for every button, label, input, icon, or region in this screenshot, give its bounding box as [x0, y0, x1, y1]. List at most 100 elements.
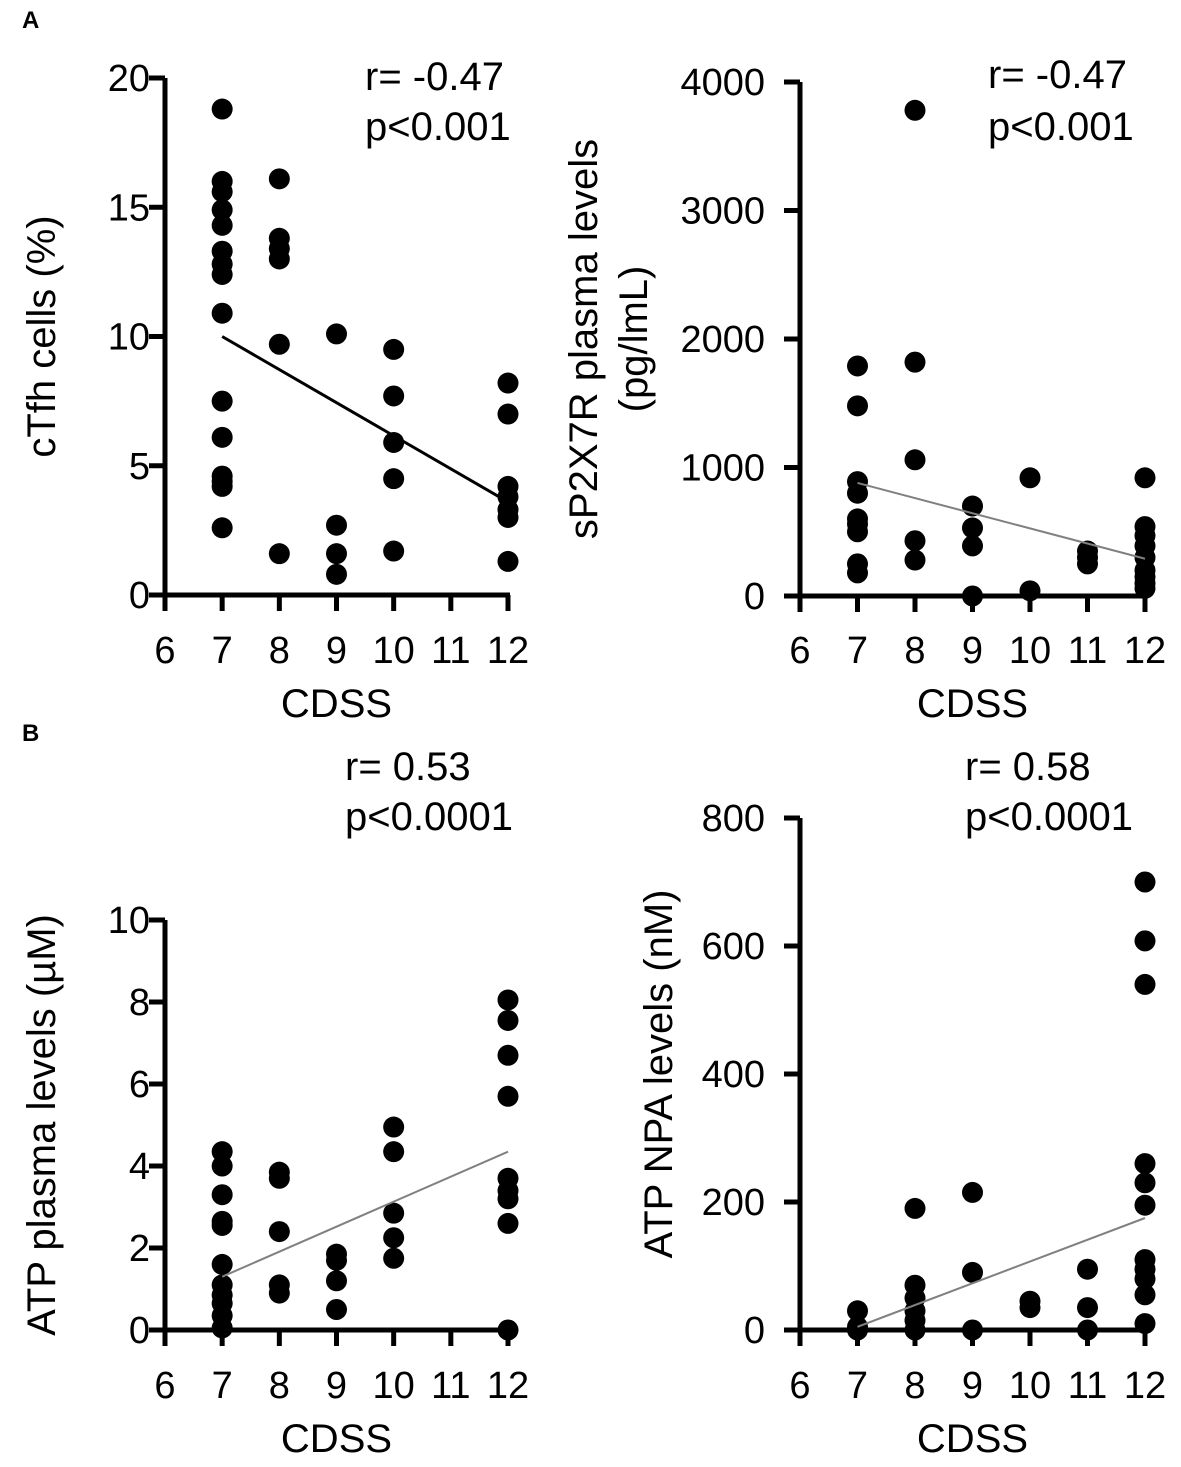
data-point — [268, 543, 290, 565]
x-tick-label: 6 — [789, 1365, 810, 1407]
x-tick-label: 11 — [431, 1365, 470, 1407]
data-point — [1134, 1268, 1156, 1290]
data-point — [326, 1249, 347, 1271]
x-axis-label: CDSS — [281, 682, 392, 726]
y-tick-label: 15 — [108, 187, 150, 229]
data-point — [847, 521, 868, 543]
x-tick-label: 6 — [154, 630, 175, 672]
data-point — [497, 1044, 519, 1066]
data-point — [383, 1141, 405, 1163]
data-point — [847, 562, 868, 584]
p-value: p<0.0001 — [345, 795, 513, 839]
data-point — [326, 1270, 347, 1292]
y-tick-label: 4 — [129, 1146, 150, 1188]
regression-line — [857, 481, 1146, 560]
regression-line — [221, 335, 509, 504]
x-tick-label: 12 — [1124, 1365, 1166, 1407]
data-point — [211, 98, 233, 120]
data-point — [847, 395, 868, 417]
x-tick-label: 9 — [962, 630, 983, 672]
data-point — [1134, 871, 1156, 893]
data-point — [383, 385, 405, 407]
data-point — [1134, 1313, 1156, 1335]
data-point — [211, 1214, 233, 1236]
y-tick-label: 0 — [744, 1310, 765, 1352]
regression-line — [221, 1150, 509, 1278]
data-point — [1077, 1297, 1098, 1319]
data-point — [904, 1319, 926, 1341]
data-point — [497, 403, 519, 425]
data-point — [962, 1261, 983, 1283]
data-point — [326, 1299, 347, 1320]
x-tick-label: 9 — [962, 1365, 983, 1407]
data-point — [962, 1319, 983, 1341]
x-tick-label: 6 — [789, 630, 810, 672]
x-tick-label: 12 — [1124, 630, 1166, 672]
data-point — [268, 1221, 290, 1243]
data-point — [497, 372, 519, 394]
correlation-r: r= 0.58 — [965, 745, 1091, 789]
data-point — [268, 248, 290, 270]
data-point — [326, 323, 347, 345]
data-point — [1134, 577, 1156, 599]
data-point — [1077, 1319, 1098, 1341]
x-tick-label: 7 — [847, 630, 868, 672]
data-point — [326, 543, 347, 565]
data-point — [497, 1188, 519, 1210]
y-tick-label: 0 — [744, 576, 765, 618]
p-value: p<0.0001 — [965, 795, 1133, 839]
data-point — [383, 1247, 405, 1269]
y-axis-label: cTfh cells (%) — [20, 215, 64, 457]
data-point — [904, 1197, 926, 1219]
x-tick-label: 7 — [847, 1365, 868, 1407]
data-point — [383, 1227, 405, 1249]
panel-label-a: A — [22, 7, 39, 34]
x-tick-label: 8 — [904, 1365, 925, 1407]
y-tick-label: 6 — [129, 1064, 150, 1106]
y-tick-label: 400 — [702, 1054, 765, 1096]
scatter-panel-1: 0 5 10 15 20 6 7 8 9 10 11 12 CDSS cTfh cells (%) r= -… — [20, 55, 529, 726]
x-tick-label: 10 — [373, 630, 415, 672]
data-point — [1134, 973, 1156, 995]
data-point — [904, 351, 926, 373]
data-point — [383, 1116, 405, 1138]
x-tick-label: 9 — [326, 630, 347, 672]
data-point — [211, 1141, 233, 1163]
correlation-r: r= -0.47 — [365, 55, 504, 99]
x-tick-label: 7 — [212, 630, 233, 672]
y-tick-label: 2 — [129, 1228, 150, 1270]
x-tick-label: 12 — [487, 1365, 529, 1407]
y-tick-label: 10 — [108, 317, 150, 359]
data-point — [326, 514, 347, 536]
data-point — [1077, 553, 1098, 575]
data-point — [904, 549, 926, 571]
data-point — [962, 517, 983, 539]
data-point — [847, 355, 868, 377]
data-point — [1134, 1172, 1156, 1194]
data-point — [904, 530, 926, 552]
regression-line — [857, 1217, 1146, 1328]
data-point — [1077, 1258, 1098, 1280]
data-point — [847, 482, 868, 504]
x-tick-label: 8 — [269, 630, 290, 672]
data-point — [1134, 1153, 1156, 1175]
data-point — [383, 540, 405, 562]
y-tick-label: 800 — [702, 798, 765, 840]
data-point — [383, 468, 405, 490]
data-point — [1134, 930, 1156, 952]
scatter-panel-4: 0 200 400 600 800 6 7 8 9 10 11 12 CDSS ATP NPA level… — [637, 745, 1166, 1461]
y-tick-label: 0 — [129, 1310, 150, 1352]
data-point — [211, 302, 233, 324]
x-tick-label: 10 — [1009, 1365, 1051, 1407]
data-point — [497, 1212, 519, 1234]
data-point — [268, 1167, 290, 1189]
data-point — [383, 338, 405, 360]
scatter-panel-2: 0 1000 2000 3000 4000 6 7 8 9 10 11 12 CDSS sP2X7R pl… — [562, 53, 1166, 726]
data-point — [211, 199, 233, 221]
x-axis-label: CDSS — [917, 1417, 1028, 1461]
x-tick-label: 10 — [1009, 630, 1051, 672]
y-axis-label: (pg/lmL) — [612, 266, 656, 413]
data-point — [497, 1085, 519, 1107]
data-point — [904, 99, 926, 121]
